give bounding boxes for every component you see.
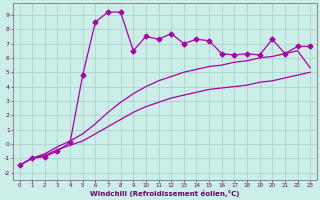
X-axis label: Windchill (Refroidissement éolien,°C): Windchill (Refroidissement éolien,°C) (90, 190, 240, 197)
